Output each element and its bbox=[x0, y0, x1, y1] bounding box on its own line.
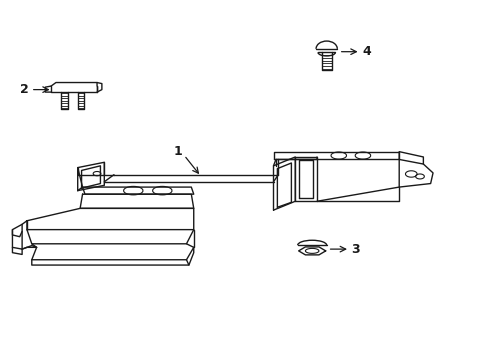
Text: 1: 1 bbox=[174, 145, 183, 158]
Text: 4: 4 bbox=[361, 45, 370, 58]
Text: 3: 3 bbox=[351, 243, 359, 256]
Text: 2: 2 bbox=[20, 83, 29, 96]
